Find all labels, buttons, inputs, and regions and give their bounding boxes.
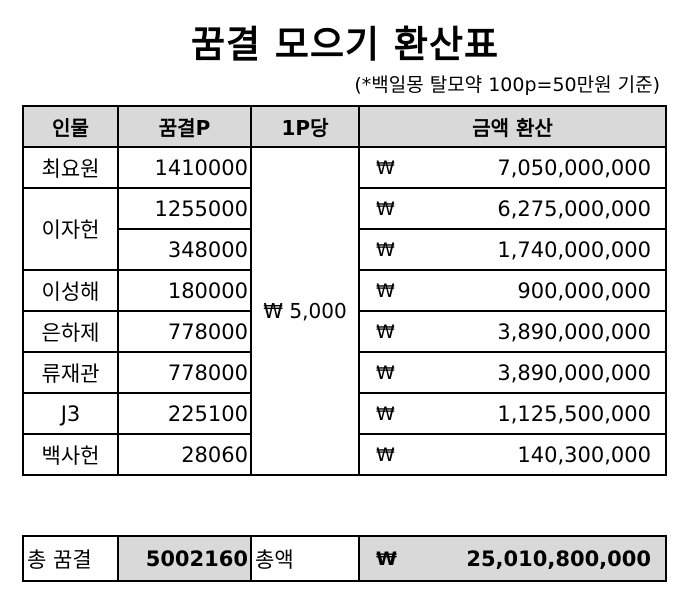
name-cell: 이자헌 bbox=[22, 187, 119, 271]
amount-value: 900,000,000 bbox=[517, 278, 651, 303]
conversion-table: 인물 꿈결P 1P당 금액 환산 최요원 1410000 ₩ 5,000 ₩7,… bbox=[22, 105, 667, 476]
amount-value: 7,050,000,000 bbox=[497, 155, 651, 180]
amount-cell: ₩140,300,000 bbox=[358, 433, 667, 476]
amount-value: 3,890,000,000 bbox=[497, 319, 651, 344]
amount-cell: ₩1,740,000,000 bbox=[358, 228, 667, 271]
won-symbol: ₩ bbox=[376, 238, 395, 261]
points-cell: 1410000 bbox=[117, 146, 252, 189]
total-amount-value: 25,010,800,000 bbox=[466, 546, 651, 571]
name-cell: 백사헌 bbox=[22, 433, 119, 476]
name-cell: 최요원 bbox=[22, 146, 119, 189]
page-subtitle: (*백일몽 탈모약 100p=50만원 기준) bbox=[354, 74, 660, 96]
name-cell: J3 bbox=[22, 392, 119, 435]
amount-value: 1,125,500,000 bbox=[497, 401, 651, 426]
table-row: 최요원 1410000 ₩ 5,000 ₩7,050,000,000 bbox=[22, 146, 667, 476]
header-amount: 금액 환산 bbox=[358, 105, 667, 148]
rate-cell: ₩ 5,000 bbox=[250, 146, 360, 476]
amount-cell: ₩1,125,500,000 bbox=[358, 392, 667, 435]
points-cell: 28060 bbox=[117, 433, 252, 476]
table-row: 류재관 778000 ₩3,890,000,000 bbox=[22, 351, 667, 394]
won-symbol: ₩ bbox=[376, 547, 397, 570]
amount-value: 3,890,000,000 bbox=[497, 360, 651, 385]
points-cell: 778000 bbox=[117, 310, 252, 353]
table-row: 은하제 778000 ₩3,890,000,000 bbox=[22, 310, 667, 353]
total-points-label: 총 꿈결 bbox=[22, 535, 119, 582]
amount-cell: ₩6,275,000,000 bbox=[358, 187, 667, 230]
table-row: 백사헌 28060 ₩140,300,000 bbox=[22, 433, 667, 476]
table-row: J3 225100 ₩1,125,500,000 bbox=[22, 392, 667, 435]
header-rate: 1P당 bbox=[250, 105, 360, 148]
total-row: 총 꿈결 5002160 총액 ₩25,010,800,000 bbox=[22, 535, 667, 582]
header-name: 인물 bbox=[22, 105, 119, 148]
points-cell: 1255000 bbox=[117, 187, 252, 230]
won-symbol: ₩ bbox=[376, 320, 395, 343]
points-cell: 180000 bbox=[117, 269, 252, 312]
points-cell: 348000 bbox=[117, 228, 252, 271]
table-row: 이자헌 1255000 ₩6,275,000,000 bbox=[22, 187, 667, 271]
won-symbol: ₩ bbox=[376, 361, 395, 384]
amount-cell: ₩7,050,000,000 bbox=[358, 146, 667, 189]
amount-value: 1,740,000,000 bbox=[497, 237, 651, 262]
amount-cell: ₩3,890,000,000 bbox=[358, 351, 667, 394]
won-symbol: ₩ bbox=[376, 279, 395, 302]
name-cell: 이성해 bbox=[22, 269, 119, 312]
name-cell: 류재관 bbox=[22, 351, 119, 394]
amount-cell: ₩3,890,000,000 bbox=[358, 310, 667, 353]
total-points-value: 5002160 bbox=[117, 535, 252, 582]
total-amount-label: 총액 bbox=[250, 535, 360, 582]
table-row: 348000 ₩1,740,000,000 bbox=[23, 228, 667, 271]
amount-value: 140,300,000 bbox=[517, 442, 651, 467]
amount-cell: ₩900,000,000 bbox=[358, 269, 667, 312]
total-amount-cell: ₩25,010,800,000 bbox=[358, 535, 667, 582]
name-cell: 은하제 bbox=[22, 310, 119, 353]
header-row: 인물 꿈결P 1P당 금액 환산 bbox=[22, 105, 667, 148]
amount-value: 6,275,000,000 bbox=[497, 196, 651, 221]
points-cell: 778000 bbox=[117, 351, 252, 394]
total-table: 총 꿈결 5002160 총액 ₩25,010,800,000 bbox=[22, 535, 667, 582]
won-symbol: ₩ bbox=[376, 197, 395, 220]
page-title: 꿈결 모으기 환산표 bbox=[190, 23, 500, 66]
won-symbol: ₩ bbox=[376, 443, 395, 466]
points-cell: 225100 bbox=[117, 392, 252, 435]
header-points: 꿈결P bbox=[117, 105, 252, 148]
won-symbol: ₩ bbox=[376, 156, 395, 179]
table-row: 이성해 180000 ₩900,000,000 bbox=[22, 269, 667, 312]
won-symbol: ₩ bbox=[376, 402, 395, 425]
